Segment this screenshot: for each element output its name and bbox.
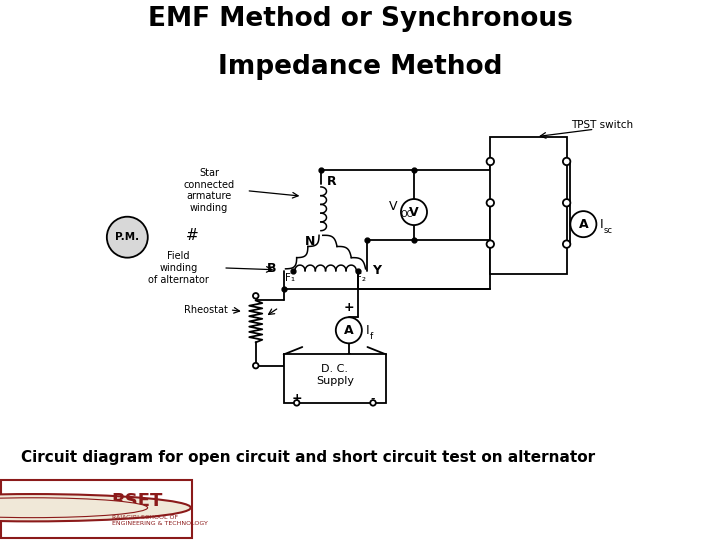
Text: A: A — [579, 218, 588, 231]
Text: EMF Method or Synchronous: EMF Method or Synchronous — [148, 6, 572, 32]
Text: Impedance Method: Impedance Method — [217, 55, 503, 80]
Circle shape — [0, 494, 191, 522]
Text: N: N — [305, 235, 315, 248]
Text: B: B — [266, 262, 276, 275]
Text: f: f — [369, 332, 372, 341]
Text: RSET: RSET — [112, 492, 163, 510]
Text: OC: OC — [401, 210, 413, 219]
Text: TPST switch: TPST switch — [571, 120, 633, 131]
Text: Star
connected
armature
winding: Star connected armature winding — [184, 168, 235, 213]
Text: +: + — [292, 392, 302, 404]
Text: RAJAGIRI SCHOOL OF
ENGINEERING & TECHNOLOGY: RAJAGIRI SCHOOL OF ENGINEERING & TECHNOL… — [112, 515, 207, 525]
Circle shape — [487, 158, 494, 165]
Bar — [490, 137, 567, 274]
Text: F₂: F₂ — [356, 273, 366, 282]
Text: I: I — [366, 324, 369, 337]
Text: Rheostat: Rheostat — [184, 305, 228, 315]
Circle shape — [253, 363, 258, 368]
Circle shape — [563, 240, 570, 248]
Text: Created By: Unnikrishnan P.C.: Created By: Unnikrishnan P.C. — [436, 513, 601, 523]
Circle shape — [0, 498, 148, 518]
Text: Y: Y — [372, 264, 381, 277]
Text: Circuit diagram for open circuit and short circuit test on alternator: Circuit diagram for open circuit and sho… — [22, 450, 595, 464]
Circle shape — [487, 240, 494, 248]
Text: V: V — [409, 206, 419, 219]
Circle shape — [487, 199, 494, 206]
Text: P.M.: P.M. — [115, 232, 140, 242]
Circle shape — [336, 317, 362, 343]
Circle shape — [570, 211, 596, 237]
Text: -: - — [346, 347, 351, 360]
Text: -: - — [371, 392, 375, 404]
Text: F₁: F₁ — [285, 273, 295, 282]
Circle shape — [253, 293, 258, 299]
Text: #: # — [186, 228, 199, 243]
Text: A: A — [344, 324, 354, 337]
Circle shape — [370, 400, 376, 406]
Circle shape — [294, 400, 300, 406]
FancyBboxPatch shape — [1, 481, 192, 537]
Circle shape — [107, 217, 148, 258]
Bar — [284, 354, 386, 403]
Text: V: V — [389, 200, 397, 213]
Text: R: R — [326, 175, 336, 188]
Text: Field
winding
of alternator: Field winding of alternator — [148, 251, 209, 285]
Circle shape — [563, 158, 570, 165]
Text: D. C.
Supply: D. C. Supply — [316, 364, 354, 386]
Text: sc: sc — [604, 226, 613, 235]
Text: +: + — [343, 301, 354, 314]
Circle shape — [401, 199, 427, 225]
Text: I: I — [600, 218, 604, 231]
Circle shape — [563, 199, 570, 206]
